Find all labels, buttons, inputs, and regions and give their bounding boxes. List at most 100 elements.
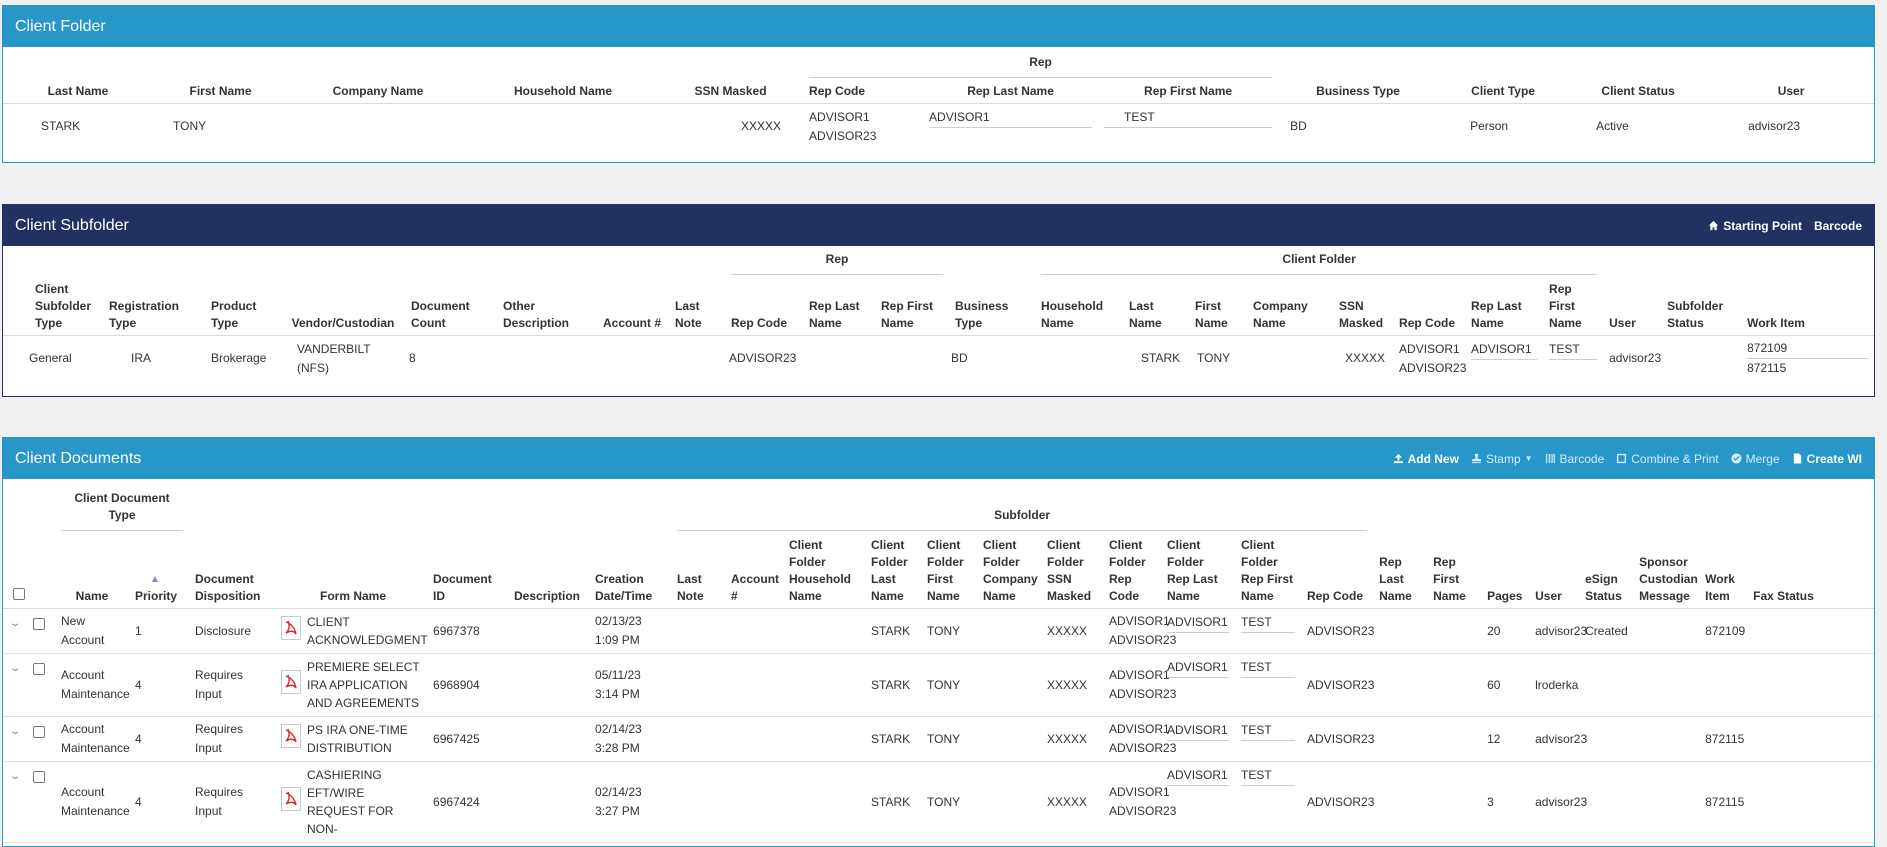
- col-last-note[interactable]: Last Note: [669, 278, 725, 336]
- col-doc-cf-company[interactable]: Client Folder Company Name: [977, 534, 1042, 609]
- doc-form-name[interactable]: CLIENT ACKNOWLEDGMENT: [305, 608, 428, 654]
- col-sub-first-name[interactable]: First Name: [1189, 278, 1248, 336]
- col-doc-priority[interactable]: ▲ Priority: [129, 534, 190, 609]
- doc-description: [505, 716, 590, 762]
- col-sub-business[interactable]: Business Type: [949, 278, 1036, 336]
- col-sub-ssn[interactable]: SSN Masked: [1333, 278, 1394, 336]
- col-doc-rep-first[interactable]: Rep First Name: [1427, 534, 1482, 609]
- col-other-desc[interactable]: Other Description: [497, 278, 597, 336]
- col-sub-last-name[interactable]: Last Name: [1123, 278, 1190, 336]
- expand-chevron-icon[interactable]: ⌄: [8, 771, 22, 782]
- pdf-icon[interactable]: [281, 670, 302, 694]
- col-doc-cf-rep-code[interactable]: Client Folder Rep Code: [1103, 534, 1162, 609]
- pdf-icon[interactable]: [281, 724, 302, 748]
- col-sub-work-item[interactable]: Work Item: [1741, 278, 1874, 336]
- documents-barcode-button[interactable]: Barcode: [1545, 452, 1604, 466]
- row-checkbox[interactable]: [33, 771, 45, 783]
- col-doc-household[interactable]: Client Folder Household Name: [783, 534, 866, 609]
- document-row[interactable]: ⌄ Account Maintenance 4 Requires Input P…: [3, 653, 1874, 717]
- col-company-name[interactable]: Company Name: [288, 80, 468, 104]
- expand-chevron-icon[interactable]: ⌄: [8, 726, 22, 737]
- doc-form-name[interactable]: PS IRA ONE-TIME DISTRIBUTION: [305, 716, 428, 762]
- client-folder-row[interactable]: STARK TONY XXXXX ADVISOR1 ADVISOR23 ADVIS…: [3, 104, 1874, 150]
- col-doc-cf-rep-first[interactable]: Client Folder Rep First Name: [1235, 534, 1302, 609]
- doc-rep-code-2: ADVISOR23: [1109, 687, 1177, 701]
- doc-account: [725, 761, 784, 843]
- col-account[interactable]: Account #: [597, 278, 669, 336]
- col-sub-f-rep-code[interactable]: Rep Code: [1393, 278, 1466, 336]
- rep-first-value: TEST: [1104, 108, 1273, 128]
- col-doc-sponsor[interactable]: Sponsor Custodian Message: [1633, 534, 1700, 609]
- col-doc-cf-rep-last[interactable]: Client Folder Rep Last Name: [1161, 534, 1236, 609]
- col-registration-type[interactable]: Registration Type: [103, 278, 205, 336]
- col-sub-household[interactable]: Household Name: [1035, 278, 1124, 336]
- col-doc-created[interactable]: Creation Date/Time: [589, 534, 672, 609]
- col-sub-f-rep-first[interactable]: Rep First Name: [1543, 278, 1604, 336]
- doc-description: [505, 608, 590, 654]
- col-doc-cf-last[interactable]: Client Folder Last Name: [865, 534, 922, 609]
- col-doc-count[interactable]: Document Count: [405, 278, 497, 336]
- create-wi-button[interactable]: Create WI: [1792, 452, 1862, 466]
- merge-button[interactable]: Merge: [1731, 452, 1780, 466]
- add-new-button[interactable]: Add New: [1393, 452, 1459, 466]
- document-row[interactable]: ⌄ New Account 1 Disclosure CLIENT ACKNOW…: [3, 608, 1874, 654]
- row-checkbox[interactable]: [33, 663, 45, 675]
- col-doc-cf-first[interactable]: Client Folder First Name: [921, 534, 978, 609]
- col-business-type[interactable]: Business Type: [1278, 80, 1439, 104]
- stamp-dropdown[interactable]: Stamp ▼: [1471, 452, 1533, 466]
- col-doc-rep-last[interactable]: Rep Last Name: [1373, 534, 1428, 609]
- col-doc-account[interactable]: Account #: [725, 534, 784, 609]
- starting-point-button[interactable]: Starting Point: [1708, 219, 1802, 233]
- col-sub-rep-last[interactable]: Rep Last Name: [803, 278, 875, 336]
- col-doc-pages[interactable]: Pages: [1481, 534, 1530, 609]
- col-rep-first-name[interactable]: Rep First Name: [1098, 80, 1279, 104]
- document-row[interactable]: ⌄ Account Maintenance 4 Requires Input C…: [3, 761, 1874, 843]
- col-user[interactable]: User: [1708, 80, 1874, 104]
- row-checkbox[interactable]: [33, 618, 45, 630]
- col-sub-company[interactable]: Company Name: [1247, 278, 1334, 336]
- select-all-checkbox[interactable]: [13, 588, 25, 600]
- col-doc-form[interactable]: Form Name: [279, 534, 428, 609]
- pdf-icon[interactable]: [281, 787, 302, 811]
- col-subfolder-type[interactable]: Client Subfolder Type: [3, 278, 103, 336]
- col-sub-f-rep-last[interactable]: Rep Last Name: [1465, 278, 1544, 336]
- col-vendor[interactable]: Vendor/Custodian: [281, 278, 405, 336]
- col-sub-user[interactable]: User: [1603, 278, 1662, 336]
- expand-chevron-icon[interactable]: ⌄: [8, 618, 22, 629]
- doc-rep-last: [1373, 716, 1428, 762]
- col-doc-description[interactable]: Description: [505, 534, 590, 609]
- doc-form-name[interactable]: PREMIERE SELECT IRA APPLICATION AND AGRE…: [305, 653, 428, 717]
- col-doc-last-note[interactable]: Last Note: [671, 534, 726, 609]
- subfolder-barcode-button[interactable]: Barcode: [1813, 218, 1862, 233]
- col-client-status[interactable]: Client Status: [1568, 80, 1709, 104]
- col-sub-rep-first[interactable]: Rep First Name: [875, 278, 950, 336]
- col-doc-esign[interactable]: eSign Status: [1579, 534, 1634, 609]
- col-product-type[interactable]: Product Type: [205, 278, 281, 336]
- col-household-name[interactable]: Household Name: [468, 80, 658, 104]
- row-checkbox[interactable]: [33, 726, 45, 738]
- document-type-group: Client Document Type: [61, 490, 184, 531]
- col-doc-id[interactable]: Document ID: [427, 534, 506, 609]
- col-doc-name[interactable]: Name: [55, 534, 129, 609]
- doc-rep-code-2: ADVISOR23: [1109, 633, 1177, 647]
- col-doc-work-item[interactable]: Work Item: [1699, 534, 1748, 609]
- col-doc-user[interactable]: User: [1529, 534, 1580, 609]
- col-first-name[interactable]: First Name: [153, 80, 288, 104]
- col-doc-fax[interactable]: Fax Status: [1747, 534, 1874, 609]
- col-ssn-masked[interactable]: SSN Masked: [658, 80, 804, 104]
- col-rep-last-name[interactable]: Rep Last Name: [923, 80, 1099, 104]
- col-client-type[interactable]: Client Type: [1438, 80, 1569, 104]
- document-row[interactable]: ⌄ Account Maintenance 4 Requires Input P…: [3, 716, 1874, 762]
- col-doc-disposition[interactable]: Document Disposition: [189, 534, 280, 609]
- col-doc-rep-code[interactable]: Rep Code: [1301, 534, 1374, 609]
- col-sub-rep-code[interactable]: Rep Code: [725, 278, 803, 336]
- pdf-icon[interactable]: [281, 616, 302, 640]
- col-doc-cf-ssn[interactable]: Client Folder SSN Masked: [1041, 534, 1104, 609]
- col-rep-code[interactable]: Rep Code: [803, 80, 924, 104]
- combine-print-button[interactable]: Combine & Print: [1616, 452, 1719, 466]
- col-last-name[interactable]: Last Name: [3, 80, 153, 104]
- doc-form-name[interactable]: CASHIERING EFT/WIRE REQUEST FOR NON-: [305, 761, 428, 843]
- client-subfolder-row[interactable]: General IRA Brokerage VANDERBILT (NFS) 8…: [3, 336, 1874, 382]
- col-sub-status[interactable]: Subfolder Status: [1661, 278, 1742, 336]
- expand-chevron-icon[interactable]: ⌄: [8, 663, 22, 674]
